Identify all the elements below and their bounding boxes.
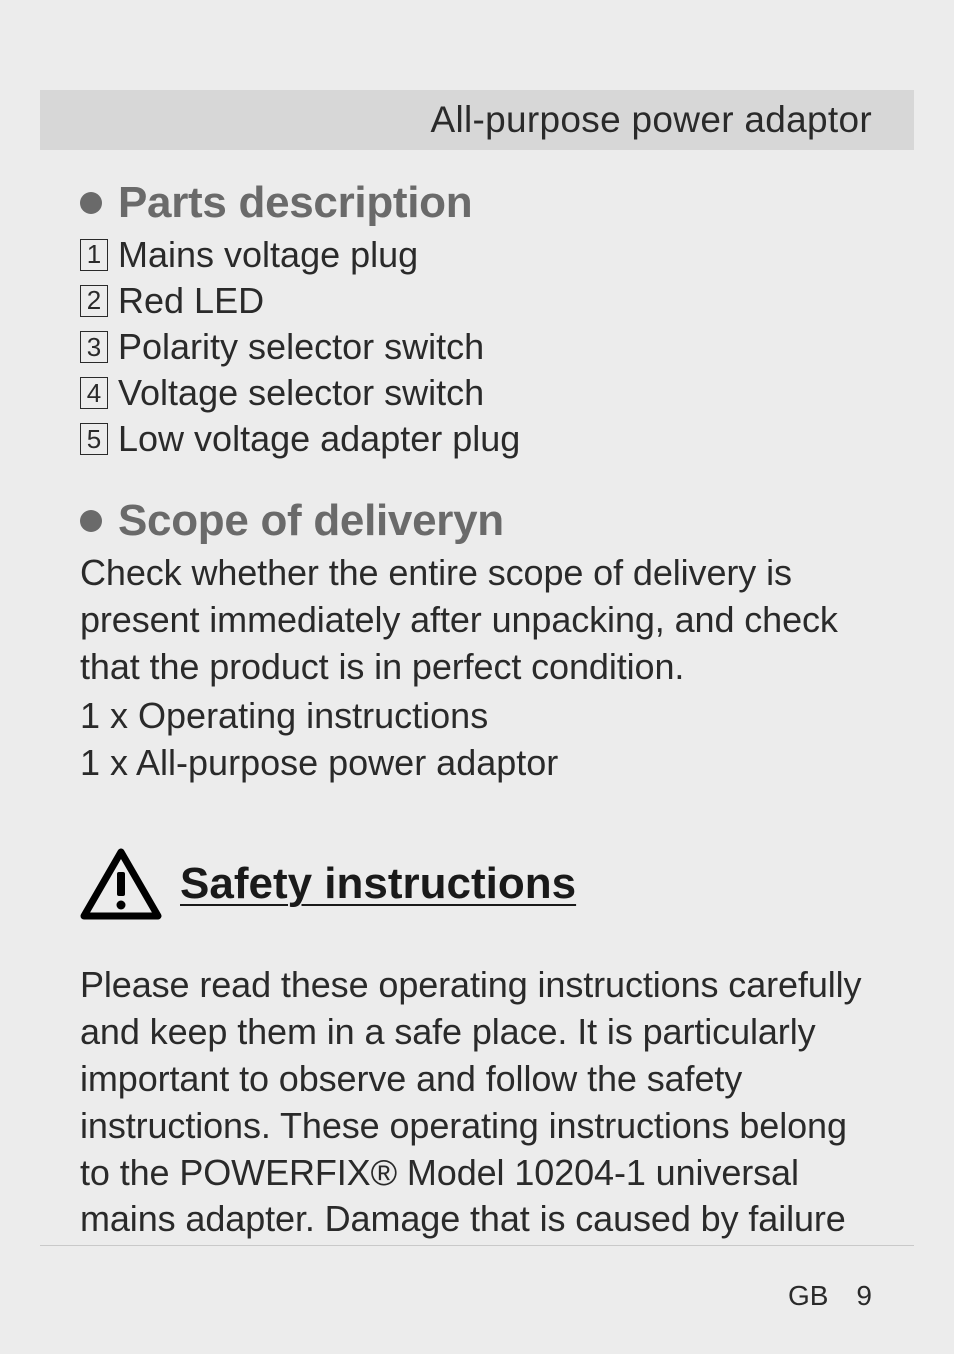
part-label: Mains voltage plug	[118, 232, 418, 278]
footer-country: GB	[788, 1280, 828, 1312]
safety-heading: Safety instructions	[80, 848, 874, 920]
part-number: 1	[80, 239, 108, 271]
part-number: 3	[80, 331, 108, 363]
scope-item: 1 x All-purpose power adaptor	[80, 740, 874, 787]
bullet-icon	[80, 192, 102, 214]
page-footer: GB 9	[788, 1280, 872, 1312]
scope-heading-text: Scope of deliveryn	[118, 496, 504, 546]
part-item: 2 Red LED	[80, 278, 874, 324]
part-label: Low voltage adapter plug	[118, 416, 520, 462]
footer-page-number: 9	[856, 1280, 872, 1312]
header-title: All-purpose power adaptor	[431, 99, 872, 141]
scope-item: 1 x Operating instructions	[80, 693, 874, 740]
part-item: 3 Polarity selector switch	[80, 324, 874, 370]
scope-items: 1 x Operating instructions 1 x All-purpo…	[80, 693, 874, 787]
part-item: 5 Low voltage adapter plug	[80, 416, 874, 462]
parts-list: 1 Mains voltage plug 2 Red LED 3 Polarit…	[80, 232, 874, 462]
part-number: 2	[80, 285, 108, 317]
bullet-icon	[80, 510, 102, 532]
page-header: All-purpose power adaptor	[40, 90, 914, 150]
part-item: 1 Mains voltage plug	[80, 232, 874, 278]
part-number: 4	[80, 377, 108, 409]
safety-body: Please read these operating instructions…	[80, 962, 874, 1243]
part-number: 5	[80, 423, 108, 455]
warning-triangle-icon	[80, 848, 162, 920]
part-label: Red LED	[118, 278, 264, 324]
parts-heading-text: Parts description	[118, 178, 472, 228]
part-label: Voltage selector switch	[118, 370, 484, 416]
part-label: Polarity selector switch	[118, 324, 484, 370]
part-item: 4 Voltage selector switch	[80, 370, 874, 416]
scope-body: Check whether the entire scope of delive…	[80, 550, 874, 690]
footer-divider	[40, 1245, 914, 1246]
scope-heading: Scope of deliveryn	[80, 496, 874, 546]
page-content: Parts description 1 Mains voltage plug 2…	[80, 178, 874, 1243]
safety-heading-text: Safety instructions	[180, 859, 576, 909]
parts-heading: Parts description	[80, 178, 874, 228]
